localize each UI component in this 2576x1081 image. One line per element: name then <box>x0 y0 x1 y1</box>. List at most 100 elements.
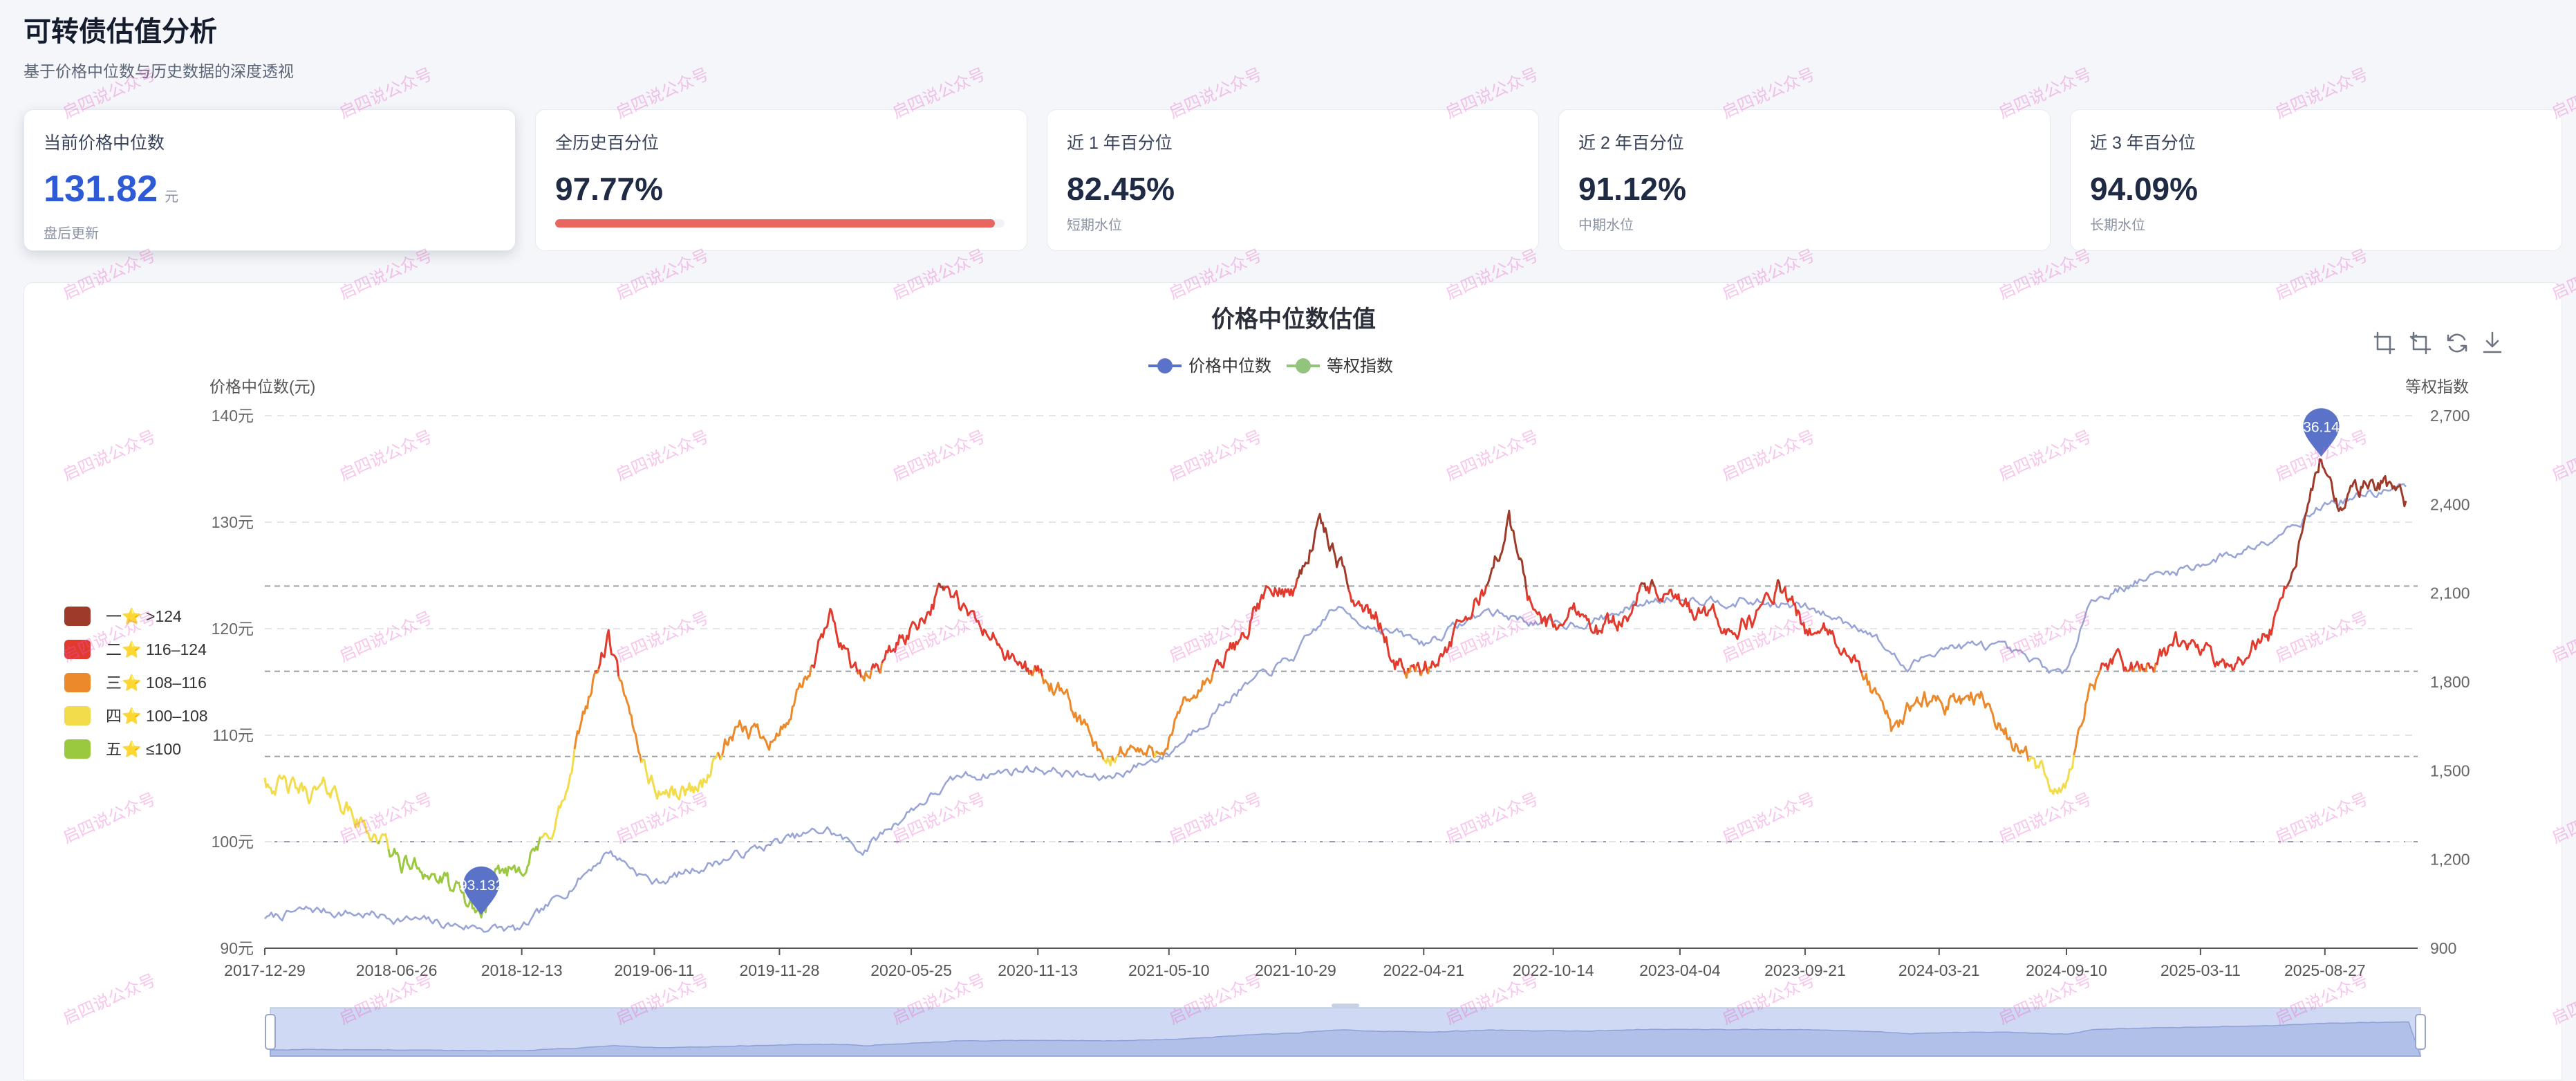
page-header: 可转债估值分析 基于价格中位数与历史数据的深度透视 <box>24 11 294 82</box>
download-icon[interactable] <box>2479 329 2506 356</box>
x-tick-label: 2017-12-29 <box>224 961 306 979</box>
legend-marker <box>1157 358 1173 373</box>
x-tick-label: 2024-09-10 <box>2026 961 2107 979</box>
y-tick-right: 2,700 <box>2430 407 2470 425</box>
band-legend-swatch <box>64 607 91 626</box>
band-legend-label: 二⭐ 116–124 <box>106 640 207 658</box>
zoom-handle-left[interactable] <box>265 1015 275 1049</box>
series-price-median-segment <box>1415 666 1417 672</box>
x-tick-label: 2020-05-25 <box>870 961 952 979</box>
tool-hit-area[interactable] <box>2407 329 2434 356</box>
band-legend-item[interactable]: 三⭐ 108–116 <box>64 673 207 692</box>
x-tick-label: 2023-04-04 <box>1639 961 1721 979</box>
series-price-median-segment <box>378 841 380 844</box>
series-price-median-segment <box>1655 580 1778 639</box>
percentile-progress-track <box>555 219 1005 228</box>
series-price-median-segment <box>1040 669 1042 676</box>
series-price-median-segment <box>1646 585 1650 593</box>
zoom-reset-icon[interactable] <box>2407 329 2434 356</box>
mark-point-label: 93.132 <box>459 878 503 894</box>
zoom-drag-bar[interactable] <box>1332 1004 1359 1008</box>
band-legend-item[interactable]: 五⭐ ≤100 <box>64 739 181 759</box>
tool-hit-area[interactable] <box>2371 329 2398 356</box>
series-price-median-segment <box>1641 583 1646 591</box>
band-legend-label: 五⭐ ≤100 <box>106 740 181 758</box>
series-price-median-segment <box>1297 514 1349 589</box>
series-price-median-segment <box>1410 665 1411 673</box>
y-tick-left: 130元 <box>212 513 254 531</box>
series-price-median-segment <box>811 609 858 674</box>
legend-item-price-median[interactable]: 价格中位数 <box>1148 357 1271 376</box>
page-subtitle: 基于价格中位数与历史数据的深度透视 <box>24 58 294 82</box>
zoom-icon[interactable] <box>2371 329 2398 356</box>
series-price-median-segment <box>720 755 722 760</box>
card-label: 近 2 年百分位 <box>1578 129 2031 154</box>
card-value: 97.77% <box>555 171 1007 207</box>
card-value: 94.09% <box>2090 171 2542 207</box>
band-legend-label: 三⭐ 108–116 <box>106 674 207 692</box>
y-tick-right: 2,100 <box>2430 584 2470 602</box>
series-price-median-segment <box>2154 663 2156 672</box>
card-label: 当前价格中位数 <box>44 129 496 154</box>
series-price-median-segment <box>1781 587 1862 673</box>
series-price-median-segment <box>860 669 861 678</box>
series-price-median-segment <box>619 676 642 763</box>
band-legend-label: 四⭐ 100–108 <box>106 707 208 725</box>
series-price-median-segment <box>1114 755 1118 762</box>
x-tick-label: 2021-05-10 <box>1128 961 1210 979</box>
x-tick-label: 2025-03-11 <box>2160 961 2241 979</box>
card-all-history-percentile: 全历史百分位 97.77% <box>535 109 1027 251</box>
card-note: 短期水位 <box>1067 214 1519 234</box>
x-tick-label: 2022-10-14 <box>1513 961 1594 979</box>
x-tick-label: 2021-10-29 <box>1255 961 1336 979</box>
chart-title: 价格中位数估值 <box>1211 306 1376 333</box>
series-price-median-segment <box>2028 755 2074 794</box>
series-price-median-segment <box>2147 663 2154 673</box>
zoom-handle-right[interactable] <box>2416 1015 2425 1049</box>
y-tick-right: 2,400 <box>2430 495 2470 513</box>
mark-point-max[interactable]: 136.149 <box>2295 408 2348 456</box>
card-value: 91.12% <box>1578 171 2031 207</box>
legend-label: 价格中位数 <box>1188 357 1271 376</box>
band-legend-swatch <box>64 640 91 659</box>
series-price-median-segment <box>597 669 599 674</box>
y-tick-left: 110元 <box>212 726 254 744</box>
series-price-median-segment <box>541 749 575 839</box>
restore-icon[interactable] <box>2443 329 2470 356</box>
mark-point-label: 136.149 <box>2295 419 2348 435</box>
series-price-median-segment <box>1421 671 1422 676</box>
band-legend-item[interactable]: 二⭐ 116–124 <box>64 640 207 659</box>
x-tick-label: 2025-08-27 <box>2284 961 2366 979</box>
mark-point-min[interactable]: 93.132 <box>459 867 503 915</box>
series-price-median-segment <box>642 752 718 800</box>
page-title: 可转债估值分析 <box>24 11 294 53</box>
band-legend-item[interactable]: 四⭐ 100–108 <box>64 706 208 726</box>
y-axis-left-title: 价格中位数(元) <box>209 378 315 396</box>
legend-label: 等权指数 <box>1327 357 1393 376</box>
series-price-median-segment <box>2133 667 2134 672</box>
y-tick-left: 120元 <box>212 620 254 638</box>
card-label: 近 3 年百分位 <box>2090 129 2542 154</box>
series-price-median-segment <box>882 583 940 663</box>
price-median-chart[interactable]: 价格中位数(元)等权指数90元100元110元120元130元140元9001,… <box>24 283 2563 1081</box>
x-tick-label: 2024-03-21 <box>1898 961 1980 979</box>
series-price-median-segment <box>1156 671 1213 755</box>
card-label: 全历史百分位 <box>555 129 1007 154</box>
series-price-median-segment <box>2129 663 2133 672</box>
series-price-median-segment <box>722 666 812 756</box>
x-tick-label: 2018-06-26 <box>356 961 438 979</box>
band-legend-item[interactable]: 一⭐ >124 <box>64 607 182 626</box>
y-tick-left: 100元 <box>212 833 254 851</box>
legend-item-equal-weight[interactable]: 等权指数 <box>1287 357 1393 376</box>
card-note: 盘后更新 <box>44 222 496 242</box>
card-note: 中期水位 <box>1578 214 2031 234</box>
card-note: 长期水位 <box>2090 214 2542 234</box>
y-tick-left: 140元 <box>212 407 254 425</box>
series-price-median-segment <box>880 663 881 674</box>
series-price-median-segment <box>1486 511 1527 589</box>
series-price-median-segment <box>2156 586 2287 670</box>
